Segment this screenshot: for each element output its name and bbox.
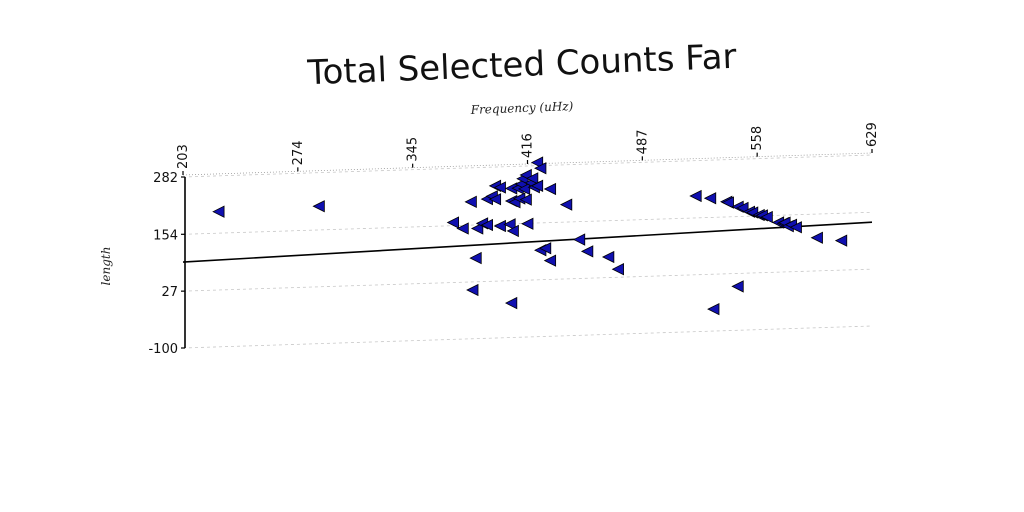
x-tick-label-3: 416 — [521, 133, 536, 158]
data-point-28 — [525, 172, 539, 185]
data-point-12 — [493, 219, 506, 233]
data-point-41 — [611, 263, 624, 276]
tick-labels: 282 154 27 -100 203 274 345 416 487 558 629 — [148, 122, 880, 357]
data-point-5 — [470, 222, 484, 235]
x-tick-label-4: 487 — [635, 130, 650, 155]
data-point-4 — [464, 195, 477, 208]
data-point-55 — [760, 210, 773, 224]
data-point-26 — [521, 217, 534, 230]
data-point-17 — [506, 224, 519, 238]
data-point-36 — [543, 254, 557, 267]
data-point-31 — [530, 179, 544, 192]
grid-line-2 — [182, 268, 873, 292]
data-point-33 — [534, 162, 547, 175]
data-point-40 — [601, 250, 615, 264]
data-point-34 — [538, 242, 552, 255]
data-point-0 — [212, 205, 225, 218]
data-point-64 — [707, 302, 720, 316]
x-tick-label-0: 203 — [176, 144, 191, 169]
data-point-46 — [703, 192, 717, 205]
data-point-3 — [456, 222, 469, 235]
data-point-35 — [543, 182, 557, 196]
y-axis-title: length — [99, 247, 113, 286]
grid-line-3 — [182, 325, 873, 349]
y-tick-label-3: -100 — [148, 342, 178, 357]
data-point-62 — [810, 231, 823, 244]
data-point-2 — [446, 216, 460, 229]
data-point-39 — [580, 245, 594, 258]
trend-line-layer — [182, 221, 873, 263]
trend-line — [182, 221, 873, 263]
data-point-44 — [504, 296, 518, 310]
data-point-38 — [572, 233, 586, 246]
x-tick-label-5: 558 — [750, 126, 765, 151]
x-tick-label-2: 345 — [406, 137, 421, 162]
x-axis-title: Frequency (uHz) — [469, 99, 573, 117]
y-tick-label-0: 282 — [153, 171, 178, 186]
data-point-37 — [559, 198, 573, 211]
data-point-63 — [834, 234, 848, 247]
data-point-23 — [517, 182, 531, 196]
data-point-48 — [721, 196, 734, 209]
data-point-25 — [519, 193, 532, 206]
y-tick-label-2: 27 — [161, 285, 178, 300]
data-point-42 — [469, 251, 482, 265]
chart-title: Total Selected Counts Far — [306, 37, 737, 93]
data-point-1 — [312, 200, 325, 213]
data-point-30 — [530, 156, 544, 169]
x-tick-label-6: 629 — [865, 122, 880, 147]
data-point-61 — [789, 221, 802, 234]
data-point-45 — [689, 189, 702, 203]
data-point-13 — [493, 181, 506, 194]
data-point-7 — [480, 218, 493, 232]
data-point-65 — [731, 280, 744, 293]
data-point-43 — [466, 283, 479, 297]
data-point-14 — [503, 218, 516, 231]
x-tick-label-1: 274 — [291, 141, 306, 166]
data-points — [212, 156, 848, 316]
y-tick-label-1: 154 — [153, 228, 178, 243]
grid-line-0 — [182, 154, 873, 178]
data-point-11 — [488, 193, 502, 206]
